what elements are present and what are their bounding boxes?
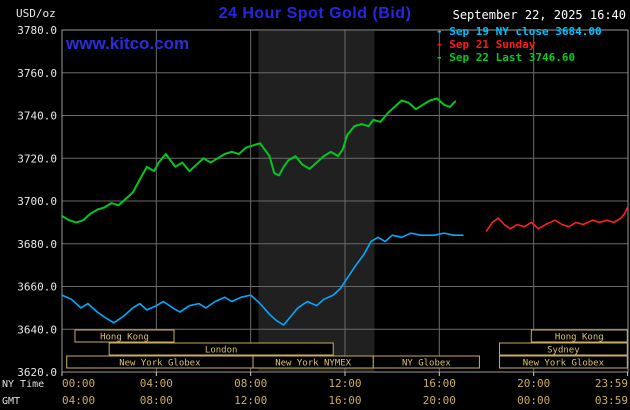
session-box (74, 329, 175, 343)
x-axis-tick-label-ny: 12:00 (328, 377, 361, 390)
page-title: 24 Hour Spot Gold (Bid) (218, 5, 412, 22)
series-line-sep21 (485, 206, 629, 232)
session-box (108, 342, 334, 356)
session-label: London (205, 346, 238, 356)
x-axis-tick-label-gmt: 12:00 (234, 394, 267, 407)
chart-legend: - Sep 19 NY close 3684.00 - Sep 21 Sunda… (436, 25, 602, 64)
legend-item-sep21: - Sep 21 Sunday (436, 38, 536, 51)
x-axis-tick-label-gmt: 16:00 (328, 394, 361, 407)
session-box (530, 329, 628, 343)
x-axis-tick-label-ny: 00:00 (62, 377, 95, 390)
x-axis-tick-label-gmt: 04:00 (62, 394, 95, 407)
x-axis-tick-label-ny: 23:59 (595, 377, 628, 390)
session-label: NY Globex (402, 359, 451, 369)
legend-item-sep19: - Sep 19 NY close 3684.00 (436, 25, 602, 38)
chart-datetime: September 22, 2025 16:40 (452, 8, 626, 22)
session-box (498, 342, 628, 356)
y-axis-tick-label: 3620.0 (17, 366, 57, 379)
legend-item-sep22: - Sep 22 Last 3746.60 (436, 51, 576, 64)
session-label: New York Globex (523, 359, 605, 369)
x-axis-tick-label-ny: 08:00 (234, 377, 267, 390)
y-axis-tick-label: 3740.0 (17, 110, 57, 123)
y-axis-tick-label: 3700.0 (17, 195, 57, 208)
x-axis-tick-label-ny: 16:00 (423, 377, 456, 390)
y-axis-tick-label: 3780.0 (17, 24, 57, 37)
y-axis-tick-label: 3680.0 (17, 238, 57, 251)
session-box (372, 355, 480, 369)
series-line-sep19 (61, 232, 464, 326)
session-label: Sydney (547, 346, 580, 356)
session-label: Hong Kong (555, 333, 604, 343)
x-axis-tick-label-gmt: 20:00 (423, 394, 456, 407)
gmt-axis-label: GMT (2, 396, 20, 407)
session-label: New York NYMEX (275, 359, 351, 369)
x-axis-tick-label-ny: 04:00 (140, 377, 173, 390)
session-label: Hong Kong (100, 333, 149, 343)
session-label: New York Globex (119, 359, 201, 369)
y-axis-tick-label: 3720.0 (17, 152, 57, 165)
x-axis-tick-label-gmt: 08:00 (140, 394, 173, 407)
ny-time-axis-label: NY Time (2, 379, 44, 390)
x-axis-tick-label-gmt: 00:00 (517, 394, 550, 407)
session-box (498, 355, 628, 369)
y-axis-tick-label: 3640.0 (17, 323, 57, 336)
y-axis-tick-label: 3760.0 (17, 67, 57, 80)
x-axis-tick-label-ny: 20:00 (517, 377, 550, 390)
y-axis-units-label: USD/oz (16, 7, 56, 20)
kitco-watermark-link[interactable]: www.kitco.com (66, 34, 190, 53)
x-axis-tick-label-gmt: 03:59 (595, 394, 628, 407)
y-axis-tick-label: 3660.0 (17, 281, 57, 294)
series-line-sep22 (61, 97, 457, 224)
